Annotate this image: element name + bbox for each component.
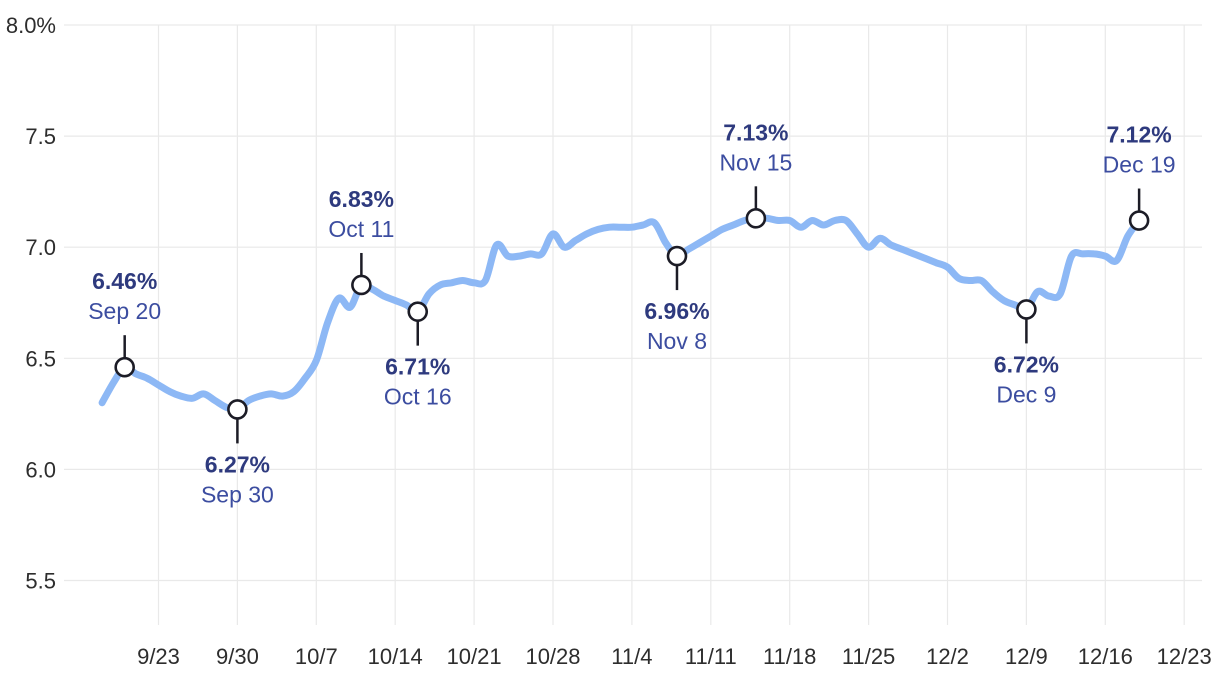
annotation-date: Sep 30	[201, 481, 274, 507]
x-axis-label: 12/16	[1078, 644, 1133, 669]
annotation-date: Sep 20	[88, 298, 161, 324]
annotation-value: 6.72%	[994, 351, 1059, 377]
annotation-value: 7.12%	[1107, 122, 1172, 148]
x-axis-label: 10/14	[368, 644, 423, 669]
x-axis-label: 9/23	[137, 644, 180, 669]
data-point-marker	[745, 208, 767, 229]
data-point-marker	[351, 274, 372, 296]
data-point-marker	[407, 301, 429, 322]
annotation-value: 7.13%	[723, 119, 788, 145]
data-point-marker	[227, 399, 248, 420]
annotation-date: Dec 19	[1103, 152, 1176, 178]
x-axis-label: 9/30	[216, 644, 259, 669]
data-point-marker	[114, 356, 135, 378]
annotation-value: 6.46%	[92, 268, 157, 294]
annotation-value: 6.71%	[385, 354, 450, 380]
y-axis-label: 6.5	[25, 346, 56, 371]
y-axis-label: 7.0	[25, 235, 56, 260]
data-point-marker	[666, 245, 688, 267]
annotation-date: Oct 11	[328, 216, 394, 242]
annotation-date: Nov 15	[719, 149, 792, 175]
x-axis-label: 11/25	[842, 644, 895, 669]
rate-line	[98, 214, 1143, 414]
y-axis-label: 7.5	[25, 124, 56, 149]
annotation-date: Nov 8	[647, 328, 707, 354]
annotation-value: 6.96%	[644, 298, 709, 324]
x-axis-label: 11/11	[685, 644, 737, 669]
y-axis-label: 6.0	[25, 457, 56, 482]
annotation-date: Dec 9	[996, 381, 1056, 407]
annotation-value: 6.83%	[329, 186, 394, 212]
annotation-value: 6.27%	[205, 451, 270, 477]
x-axis-label: 12/9	[1005, 644, 1048, 669]
x-axis-label: 10/7	[295, 644, 338, 669]
data-point-marker	[1016, 299, 1037, 320]
x-axis-label: 12/23	[1157, 644, 1212, 669]
data-point-marker	[1128, 210, 1150, 231]
annotation-date: Oct 16	[384, 384, 452, 410]
x-axis-label: 10/28	[525, 644, 580, 669]
y-axis-label: 8.0%	[6, 13, 56, 38]
x-axis-label: 11/4	[611, 644, 652, 669]
x-axis-label: 11/18	[763, 644, 816, 669]
x-axis-label: 12/2	[926, 644, 969, 669]
x-axis-label: 10/21	[447, 644, 502, 669]
y-axis-label: 5.5	[25, 569, 56, 594]
